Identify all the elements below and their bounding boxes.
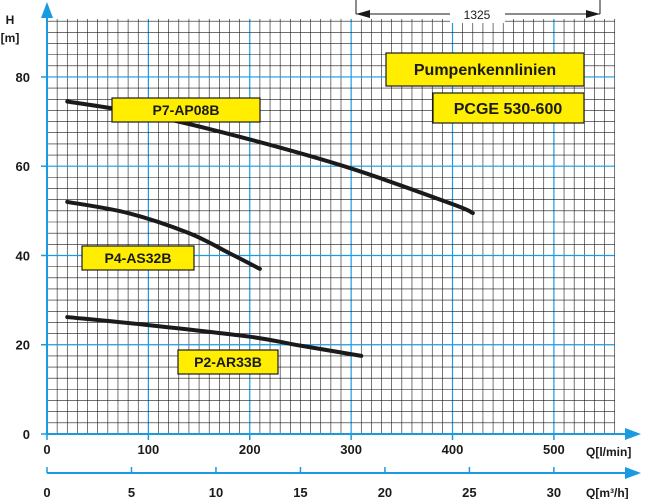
axes: 0 20 40 60 80 0 100 200 300 400 500 0 5 10 15 20 25 30 [16,2,641,499]
title-box-2: PCGE 530-600 [432,92,585,124]
x-tick-label-secondary: 15 [293,485,307,499]
grid [47,18,616,434]
x-tick-label-primary: 200 [239,442,261,457]
y-tick-label: 20 [16,338,30,353]
x-tick-label-secondary: 20 [378,485,392,499]
y-tick-label: 80 [16,70,30,85]
x-tick-label-secondary: 10 [209,485,223,499]
series-label-box [81,245,195,271]
dimension-marker: 1325 [355,0,601,23]
y-tick-label: 0 [23,427,30,442]
series-label: P4-AS32B [105,250,172,266]
y-tick-label: 60 [16,159,30,174]
x-axis-secondary-title: Q[m³/h] [586,486,629,499]
labels: P7-AP08B P4-AS32B P2-AR33B [81,97,279,375]
x-tick-label-primary: 0 [43,442,50,457]
series-label: P7-AP08B [153,102,220,118]
title-box-1: Pumpenkennlinien [385,52,585,87]
chart-title-line-2: PCGE 530-600 [454,101,563,118]
x-tick-label-primary: 100 [138,442,160,457]
x-axis-secondary-arrow [625,467,641,479]
y-tick-label: 40 [16,248,30,263]
series-line-p2-ar33b [65,315,364,358]
series-line-p4-as32b [65,199,262,271]
series-label: P2-AR33B [194,354,262,370]
x-tick-label-primary: 300 [340,442,362,457]
chart-title-line-1: Pumpenkennlinien [414,62,556,79]
dimension-value: 1325 [464,8,491,22]
y-axis-title-top: H [6,13,15,27]
series-label-box [177,349,279,375]
x-tick-label-secondary: 5 [128,485,135,499]
series-label-box [111,97,261,123]
x-tick-label-primary: 400 [442,442,464,457]
y-axis-arrow [41,2,53,18]
x-tick-label-secondary: 30 [547,485,561,499]
x-tick-label-secondary: 0 [43,485,50,499]
x-axis-primary-arrow [625,428,641,440]
x-tick-label-primary: 500 [543,442,565,457]
y-axis-title-bottom: [m] [1,31,20,45]
x-tick-label-secondary: 25 [462,485,476,499]
x-axis-primary-title: Q[l/min] [586,445,631,459]
